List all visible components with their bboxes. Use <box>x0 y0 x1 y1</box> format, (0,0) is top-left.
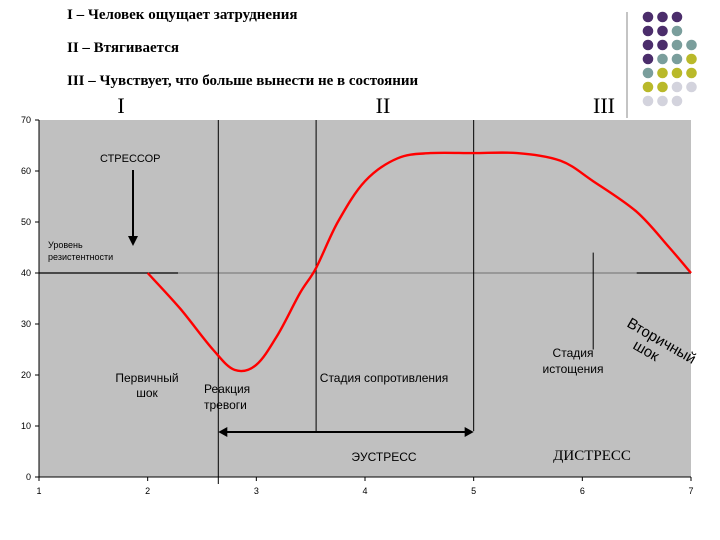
decorative-dot <box>642 39 654 51</box>
decorative-dot <box>657 95 668 107</box>
alarm-label-1: Реакция <box>204 382 250 396</box>
y-tick-label: 20 <box>21 370 31 380</box>
decorative-dot <box>671 53 683 65</box>
decorative-dot <box>671 81 683 93</box>
decorative-dot <box>686 67 697 79</box>
legend-line-1: I – Человек ощущает затруднения <box>67 7 298 23</box>
decorative-dot <box>686 81 697 93</box>
y-tick-label: 40 <box>21 268 31 278</box>
resistance-label-2: резистентности <box>48 252 113 262</box>
primary-shock-label-2: шок <box>136 386 158 400</box>
decorative-dot <box>642 25 654 37</box>
y-tick-label: 50 <box>21 217 31 227</box>
legend-line-3: III – Чувствует, что больше вынести не в… <box>67 73 419 89</box>
decorative-dot <box>642 67 654 79</box>
x-tick-label: 6 <box>580 486 585 496</box>
decorative-dot <box>642 81 654 93</box>
adaptation-curve <box>146 151 692 373</box>
x-tick-label: 5 <box>471 486 476 496</box>
decorative-dot <box>686 39 697 51</box>
decorative-dot <box>657 81 668 93</box>
decorative-dot <box>642 95 654 107</box>
resistance-label-1: Уровень <box>48 240 83 250</box>
decorative-dot <box>657 53 668 65</box>
decorative-dot <box>671 11 683 23</box>
y-tick-label: 0 <box>26 472 31 482</box>
phase-label-3: III <box>593 93 615 118</box>
phase-label-1: I <box>117 93 124 118</box>
primary-shock-label-1: Первичный <box>115 371 178 385</box>
legend-line-2: II – Втягивается <box>67 40 180 56</box>
decorative-dot-grid <box>642 11 697 107</box>
y-tick-label: 60 <box>21 166 31 176</box>
phase-label-2: II <box>376 93 391 118</box>
decorative-dot <box>642 11 654 23</box>
decorative-dot <box>657 11 668 23</box>
decorative-dot <box>671 25 683 37</box>
decorative-dot <box>642 53 654 65</box>
stressor-arrow-head <box>128 236 138 246</box>
guide-lines <box>39 120 691 484</box>
decorative-dot <box>657 67 668 79</box>
eustress-label: ЭУСТРЕСС <box>351 450 417 464</box>
x-tick-label: 4 <box>362 486 367 496</box>
y-tick-label: 30 <box>21 319 31 329</box>
eustress-arrow-left-head <box>218 427 228 437</box>
y-tick-label: 70 <box>21 115 31 125</box>
decorative-dot <box>686 53 697 65</box>
y-tick-label: 10 <box>21 421 31 431</box>
x-tick-label: 3 <box>254 486 259 496</box>
x-tick-label: 2 <box>145 486 150 496</box>
decorative-dot <box>657 25 668 37</box>
stressor-label: СТРЕССОР <box>100 153 161 165</box>
x-tick-label: 7 <box>688 486 693 496</box>
decorative-dot <box>671 39 683 51</box>
resistance-stage-label: Стадия сопротивления <box>320 371 448 385</box>
exhaustion-label-1: Стадия <box>553 346 594 360</box>
exhaustion-label-2: истощения <box>543 362 604 376</box>
decorative-dot <box>671 67 683 79</box>
distress-label: ДИСТРЕСС <box>553 448 631 464</box>
tick-labels: 0 10 20 30 40 50 60 70 1 2 3 4 5 6 7 <box>21 115 694 496</box>
decorative-dot <box>671 95 683 107</box>
eustress-arrow-right-head <box>464 427 474 437</box>
eustress-span-arrow <box>218 427 474 437</box>
alarm-label-2: тревоги <box>204 398 247 412</box>
decorative-dot <box>657 39 668 51</box>
x-tick-label: 1 <box>36 486 41 496</box>
